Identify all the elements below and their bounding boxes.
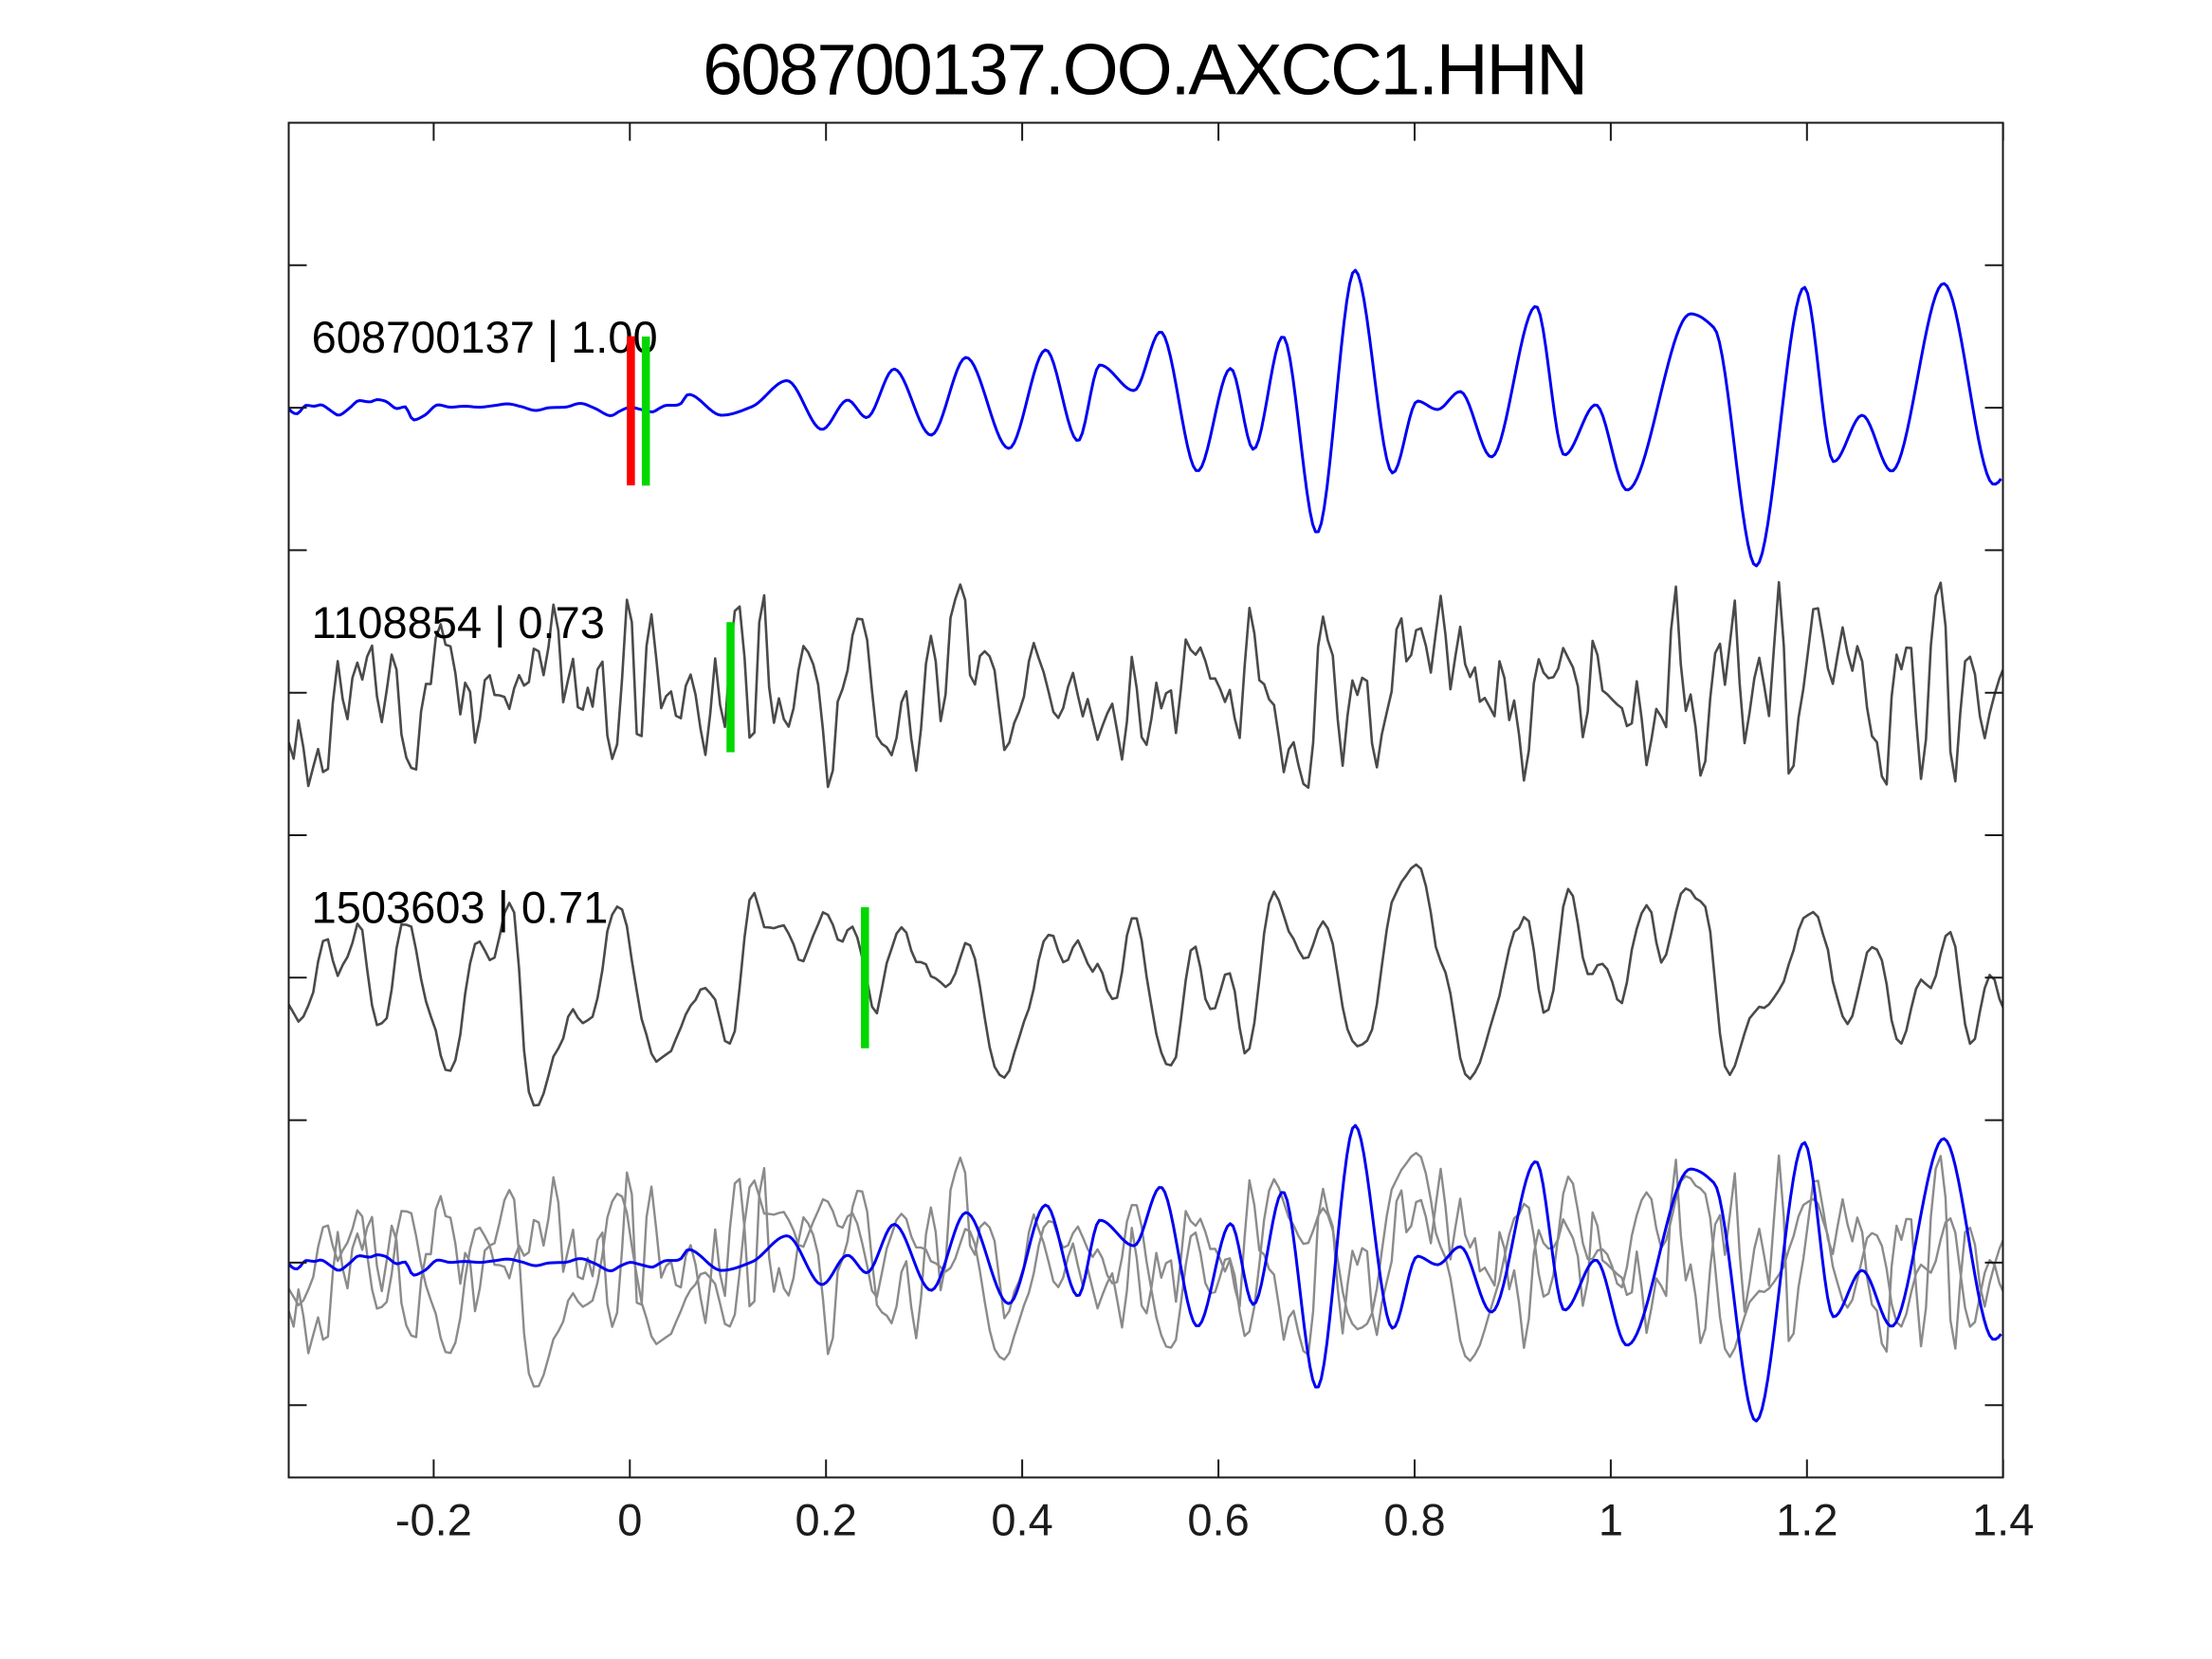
svg-text:1108854 | 0.73: 1108854 | 0.73 — [312, 597, 605, 647]
svg-text:-0.2: -0.2 — [395, 1494, 472, 1544]
svg-text:1.2: 1.2 — [1776, 1494, 1837, 1544]
svg-text:608700137 | 1.00: 608700137 | 1.00 — [312, 312, 658, 362]
svg-text:608700137.OO.AXCC1.HHN: 608700137.OO.AXCC1.HHN — [703, 30, 1586, 111]
svg-text:1503603 | 0.71: 1503603 | 0.71 — [312, 883, 609, 933]
svg-text:0.8: 0.8 — [1383, 1494, 1445, 1544]
svg-text:1: 1 — [1599, 1494, 1623, 1544]
svg-text:1.4: 1.4 — [1972, 1494, 2034, 1544]
svg-text:0.4: 0.4 — [991, 1494, 1052, 1544]
svg-text:0.2: 0.2 — [795, 1494, 857, 1544]
svg-text:0.6: 0.6 — [1187, 1494, 1249, 1544]
svg-text:0: 0 — [617, 1494, 642, 1544]
